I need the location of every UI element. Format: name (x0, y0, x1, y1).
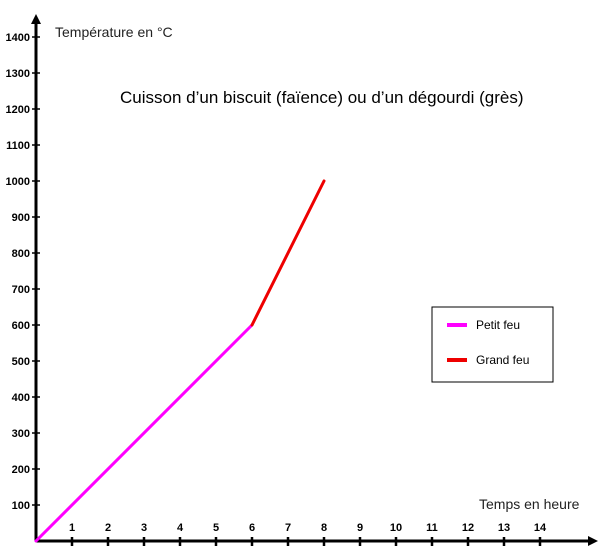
y-tick-label: 1100 (6, 140, 30, 152)
y-tick-label: 500 (12, 356, 30, 368)
x-tick-label: 3 (141, 522, 147, 534)
legend-label-petit-feu: Petit feu (476, 318, 520, 332)
series-layer (34, 179, 326, 543)
x-tick-label: 10 (390, 522, 402, 534)
y-tick-label: 200 (12, 464, 30, 476)
y-tick-label: 1000 (6, 176, 30, 188)
y-tick-label: 100 (12, 500, 30, 512)
y-tick-label: 700 (12, 284, 30, 296)
x-tick-label: 12 (462, 522, 474, 534)
y-tick-label: 300 (12, 428, 30, 440)
x-tick-label: 13 (498, 522, 510, 534)
x-tick-label: 5 (213, 522, 219, 534)
y-axis-title: Température en °C (55, 24, 173, 40)
x-axis-title: Temps en heure (479, 496, 580, 512)
x-tick-label: 7 (285, 522, 291, 534)
y-tick-label: 1400 (6, 32, 30, 44)
axes (31, 14, 598, 546)
x-tick-label: 2 (105, 522, 111, 534)
y-tick-label: 400 (12, 392, 30, 404)
x-tick-label: 1 (69, 522, 75, 534)
x-tick-label: 4 (177, 522, 184, 534)
x-tick-label: 9 (357, 522, 363, 534)
x-tick-label: 8 (321, 522, 327, 534)
y-tick-label: 900 (12, 212, 30, 224)
x-axis-arrow (588, 536, 598, 546)
y-axis-arrow (31, 14, 41, 24)
series-line-grand-feu (250, 179, 326, 327)
y-ticks: 100 200 300 400 500 600 700 800 900 1000 1100 1200 1… (6, 32, 40, 512)
y-tick-label: 600 (12, 320, 30, 332)
chart-title: Cuisson d’un biscuit (faïence) ou d’un d… (120, 88, 524, 107)
y-tick-label: 800 (12, 248, 30, 260)
x-tick-label: 14 (534, 522, 547, 534)
legend: Petit feu Grand feu (431, 306, 554, 383)
series-line-petit-feu (34, 323, 254, 543)
y-tick-label: 1300 (6, 68, 30, 80)
y-tick-label: 1200 (6, 104, 30, 116)
legend-label-grand-feu: Grand feu (476, 353, 529, 367)
legend-box (431, 306, 554, 383)
x-tick-label: 6 (249, 522, 255, 534)
x-ticks: 1 2 3 4 5 6 7 8 9 10 11 12 13 14 (69, 522, 547, 546)
x-tick-label: 11 (426, 522, 438, 534)
